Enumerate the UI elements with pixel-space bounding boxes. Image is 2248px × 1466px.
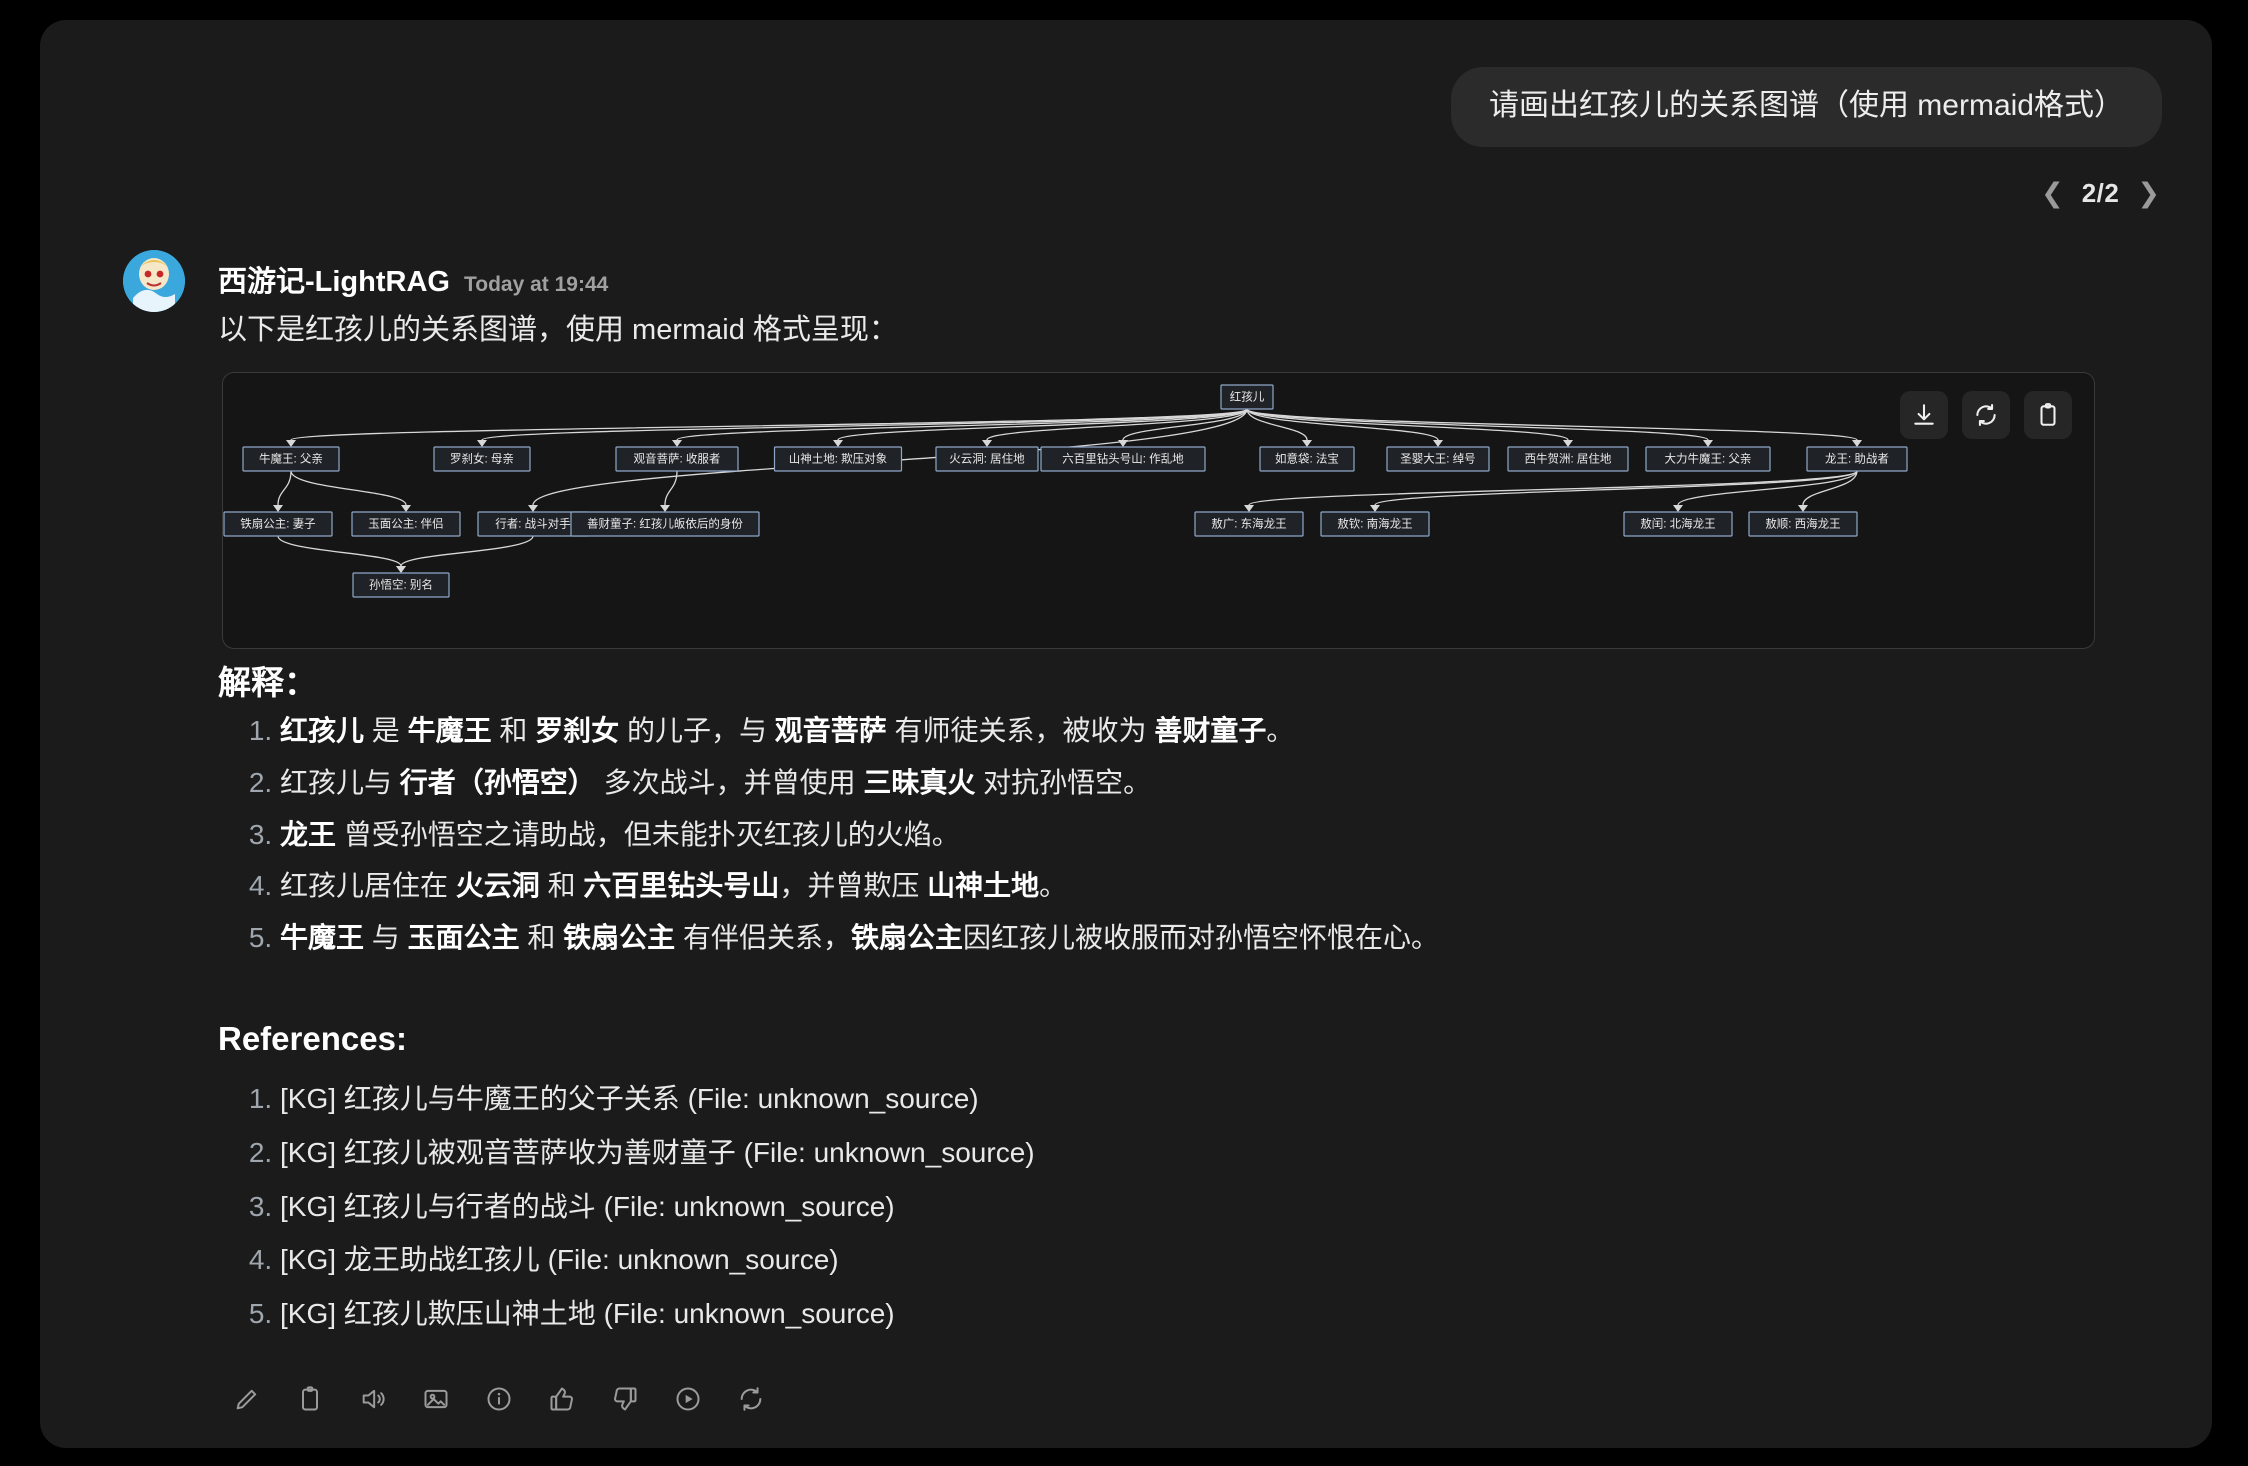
- graph-node-label: 敖闰: 北海龙王: [1640, 517, 1715, 531]
- graph-node-label: 罗刹女: 母亲: [450, 452, 514, 466]
- graph-node[interactable]: 圣婴大王: 绰号: [1386, 446, 1490, 472]
- list-item: [KG] 红孩儿欺压山神土地 (File: unknown_source): [280, 1295, 1035, 1333]
- clipboard-icon[interactable]: [291, 1380, 329, 1418]
- assistant-name: 西游记-LightRAG: [218, 266, 450, 298]
- user-message-bubble: 请画出红孩儿的关系图谱（使用 mermaid格式）: [1450, 67, 2162, 147]
- graph-node[interactable]: 西牛贺洲: 居住地: [1507, 446, 1629, 472]
- speaker-icon[interactable]: [354, 1380, 392, 1418]
- graph-node[interactable]: 观音菩萨: 收服者: [615, 446, 739, 472]
- pagination-count: 2/2: [2081, 178, 2120, 208]
- graph-node[interactable]: 孙悟空: 别名: [352, 572, 450, 598]
- graph-node[interactable]: 如意袋: 法宝: [1259, 446, 1355, 472]
- graph-node[interactable]: 六百里钻头号山: 作乱地: [1040, 446, 1206, 472]
- chevron-right-icon[interactable]: ❯: [2137, 178, 2160, 208]
- list-item: 龙王 曾受孙悟空之请助战，但未能扑灭红孩儿的火焰。: [280, 816, 1439, 854]
- graph-node[interactable]: 铁扇公主: 妻子: [223, 511, 333, 537]
- graph-node[interactable]: 龙王: 助战者: [1806, 446, 1908, 472]
- chat-panel: 请画出红孩儿的关系图谱（使用 mermaid格式） ❮ 2/2 ❯ 西游记-Li…: [40, 20, 2212, 1448]
- refresh-icon[interactable]: [732, 1380, 770, 1418]
- graph-node-label: 敖顺: 西海龙王: [1765, 517, 1840, 531]
- message-timestamp: Today at 19:44: [463, 273, 609, 296]
- mermaid-diagram-panel: 红孩儿牛魔王: 父亲 罗刹女: 母亲 观音菩萨: 收服者 山神土地: 欺压对象 火云洞:…: [222, 372, 2095, 649]
- graph-node-label: 铁扇公主: 妻子: [240, 517, 315, 531]
- graph-node-label: 牛魔王: 父亲: [259, 452, 323, 466]
- graph-node-label: 圣婴大王: 绰号: [1400, 452, 1475, 466]
- clipboard-icon[interactable]: [2024, 391, 2072, 439]
- graph-node[interactable]: 敖广: 东海龙王: [1194, 511, 1304, 537]
- graph-node[interactable]: 牛魔王: 父亲: [242, 446, 340, 472]
- graph-node-label: 红孩儿: [1230, 391, 1265, 404]
- graph-node-label: 玉面公主: 伴侣: [368, 517, 443, 531]
- assistant-header: 西游记-LightRAG Today at 19:44: [218, 258, 608, 300]
- avatar: [123, 250, 185, 312]
- message-action-bar: [228, 1380, 770, 1418]
- diagram-toolbar: [1900, 391, 2072, 439]
- graph-node-label: 观音菩萨: 收服者: [634, 452, 721, 466]
- references-title: References:: [218, 1020, 407, 1057]
- graph-node[interactable]: 玉面公主: 伴侣: [351, 511, 461, 537]
- thumbs-up-icon[interactable]: [543, 1380, 581, 1418]
- graph-node-label: 善财童子: 红孩儿皈依后的身份: [587, 517, 743, 531]
- graph-node[interactable]: 罗刹女: 母亲: [433, 446, 531, 472]
- user-message-row: 请画出红孩儿的关系图谱（使用 mermaid格式）: [1450, 67, 2162, 147]
- thumbs-down-icon[interactable]: [606, 1380, 644, 1418]
- list-item: 红孩儿与 行者（孙悟空） 多次战斗，并曾使用 三昧真火 对抗孙悟空。: [280, 764, 1439, 802]
- download-icon[interactable]: [1900, 391, 1948, 439]
- graph-node[interactable]: 敖闰: 北海龙王: [1623, 511, 1733, 537]
- message-pagination: ❮ 2/2 ❯: [2041, 178, 2160, 209]
- assistant-intro-text: 以下是红孩儿的关系图谱，使用 mermaid 格式呈现：: [218, 314, 898, 346]
- references-list: [KG] 红孩儿与牛魔王的父子关系 (File: unknown_source)…: [280, 1080, 1035, 1349]
- graph-node-label: 大力牛魔王: 父亲: [1665, 452, 1752, 466]
- graph-node-label: 孙悟空: 别名: [369, 578, 433, 592]
- list-item: 牛魔王 与 玉面公主 和 铁扇公主 有伴侣关系，铁扇公主因红孩儿被收服而对孙悟空…: [280, 919, 1439, 957]
- graph-node-label: 如意袋: 法宝: [1275, 452, 1339, 466]
- explanation-list: 红孩儿 是 牛魔王 和 罗刹女 的儿子，与 观音菩萨 有师徒关系，被收为 善财童…: [280, 712, 1439, 971]
- graph-node[interactable]: 火云洞: 居住地: [935, 446, 1039, 472]
- list-item: [KG] 红孩儿与牛魔王的父子关系 (File: unknown_source): [280, 1080, 1035, 1118]
- image-icon[interactable]: [417, 1380, 455, 1418]
- graph-node[interactable]: 山神土地: 欺压对象: [773, 446, 903, 472]
- list-item: 红孩儿居住在 火云洞 和 六百里钻头号山，并曾欺压 山神土地。: [280, 867, 1439, 905]
- info-icon[interactable]: [480, 1380, 518, 1418]
- graph-node-label: 敖广: 东海龙王: [1211, 517, 1286, 531]
- graph-node[interactable]: 红孩儿: [1220, 384, 1274, 410]
- explanation-title: 解释：: [218, 664, 317, 701]
- graph-node-label: 西牛贺洲: 居住地: [1525, 452, 1612, 466]
- graph-node[interactable]: 敖钦: 南海龙王: [1320, 511, 1430, 537]
- graph-node-label: 行者: 战斗对手: [495, 517, 570, 531]
- graph-node[interactable]: 善财童子: 红孩儿皈依后的身份: [570, 511, 760, 537]
- play-circle-icon[interactable]: [669, 1380, 707, 1418]
- refresh-icon[interactable]: [1962, 391, 2010, 439]
- list-item: [KG] 龙王助战红孩儿 (File: unknown_source): [280, 1241, 1035, 1279]
- graph-node-label: 六百里钻头号山: 作乱地: [1062, 452, 1184, 466]
- list-item: 红孩儿 是 牛魔王 和 罗刹女 的儿子，与 观音菩萨 有师徒关系，被收为 善财童…: [280, 712, 1439, 750]
- graph-node-label: 龙王: 助战者: [1825, 452, 1889, 466]
- chevron-left-icon[interactable]: ❮: [2041, 178, 2064, 208]
- graph-node[interactable]: 敖顺: 西海龙王: [1748, 511, 1858, 537]
- graph-node-label: 山神土地: 欺压对象: [789, 452, 887, 466]
- graph-node[interactable]: 大力牛魔王: 父亲: [1645, 446, 1771, 472]
- edit-pencil-icon[interactable]: [228, 1380, 266, 1418]
- list-item: [KG] 红孩儿与行者的战斗 (File: unknown_source): [280, 1188, 1035, 1226]
- graph-node-label: 敖钦: 南海龙王: [1337, 517, 1412, 531]
- list-item: [KG] 红孩儿被观音菩萨收为善财童子 (File: unknown_sourc…: [280, 1134, 1035, 1172]
- graph-node-label: 火云洞: 居住地: [949, 452, 1025, 466]
